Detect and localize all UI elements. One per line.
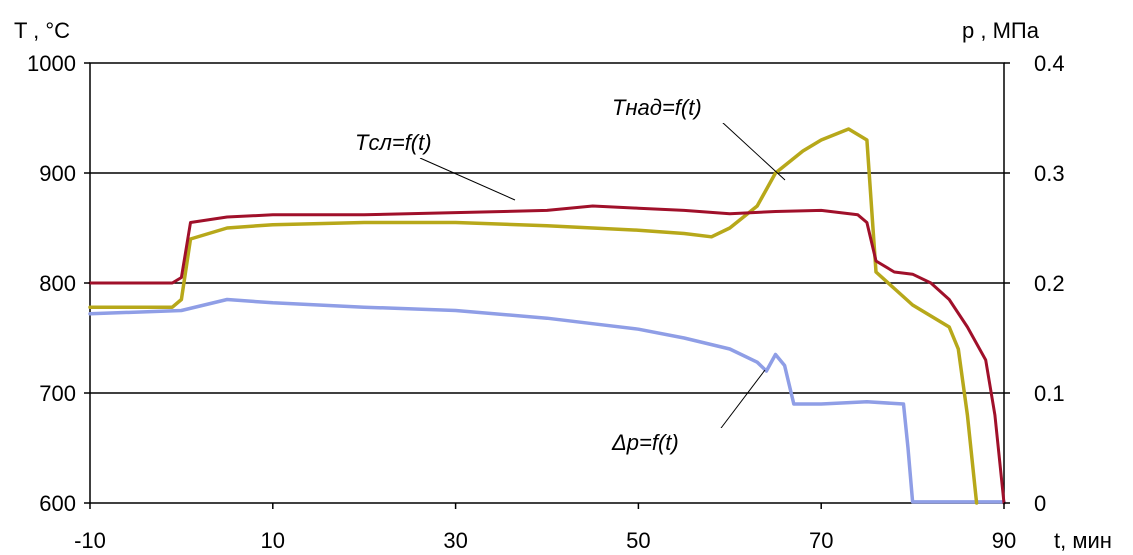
y-left-tick-label: 1000 — [27, 51, 76, 76]
x-tick-label: 90 — [992, 528, 1016, 553]
x-tick-label: 30 — [443, 528, 467, 553]
y-left-tick-label: 900 — [39, 161, 76, 186]
series-layer — [88, 127, 1006, 505]
annotation-leader — [721, 121, 786, 181]
series-line-t-layer — [88, 204, 1006, 505]
y-right-tick-label: 0.2 — [1034, 271, 1065, 296]
y-right-ticks: 0 0.1 0.2 0.3 0.4 — [1004, 51, 1065, 516]
y-right-axis-title: p , МПа — [962, 18, 1040, 43]
annotations: Tсл=f(t) Tнад=f(t) Δp=f(t) — [351, 93, 786, 458]
y-left-tick-label: 700 — [39, 381, 76, 406]
annotation-label: Tнад=f(t) — [612, 95, 702, 120]
x-tick-label: 10 — [261, 528, 285, 553]
x-tick-label: -10 — [74, 528, 106, 553]
y-left-ticks: 600 700 800 900 1000 — [27, 51, 90, 516]
y-left-tick-label: 800 — [39, 271, 76, 296]
y-left-tick-label: 600 — [39, 491, 76, 516]
x-ticks: -10 10 30 50 70 90 — [74, 503, 1016, 553]
annotation-background — [608, 93, 736, 123]
annotation-background — [351, 128, 479, 158]
annotation-background — [608, 428, 736, 458]
y-left-axis-title: T , °С — [14, 18, 70, 43]
grid — [90, 172, 1004, 394]
x-tick-label: 50 — [626, 528, 650, 553]
y-right-tick-label: 0.4 — [1034, 51, 1065, 76]
annotation-leader — [419, 157, 516, 201]
y-right-tick-label: 0 — [1034, 491, 1046, 516]
y-right-tick-label: 0.3 — [1034, 161, 1065, 186]
annotation-label: Δp=f(t) — [611, 430, 679, 455]
x-tick-label: 70 — [809, 528, 833, 553]
x-axis-title: t, мин — [1054, 528, 1112, 553]
annotation-label: Tсл=f(t) — [355, 130, 432, 155]
series-line-t-above — [88, 127, 979, 505]
series-line-delta-p — [88, 297, 1006, 504]
y-right-tick-label: 0.1 — [1034, 381, 1065, 406]
